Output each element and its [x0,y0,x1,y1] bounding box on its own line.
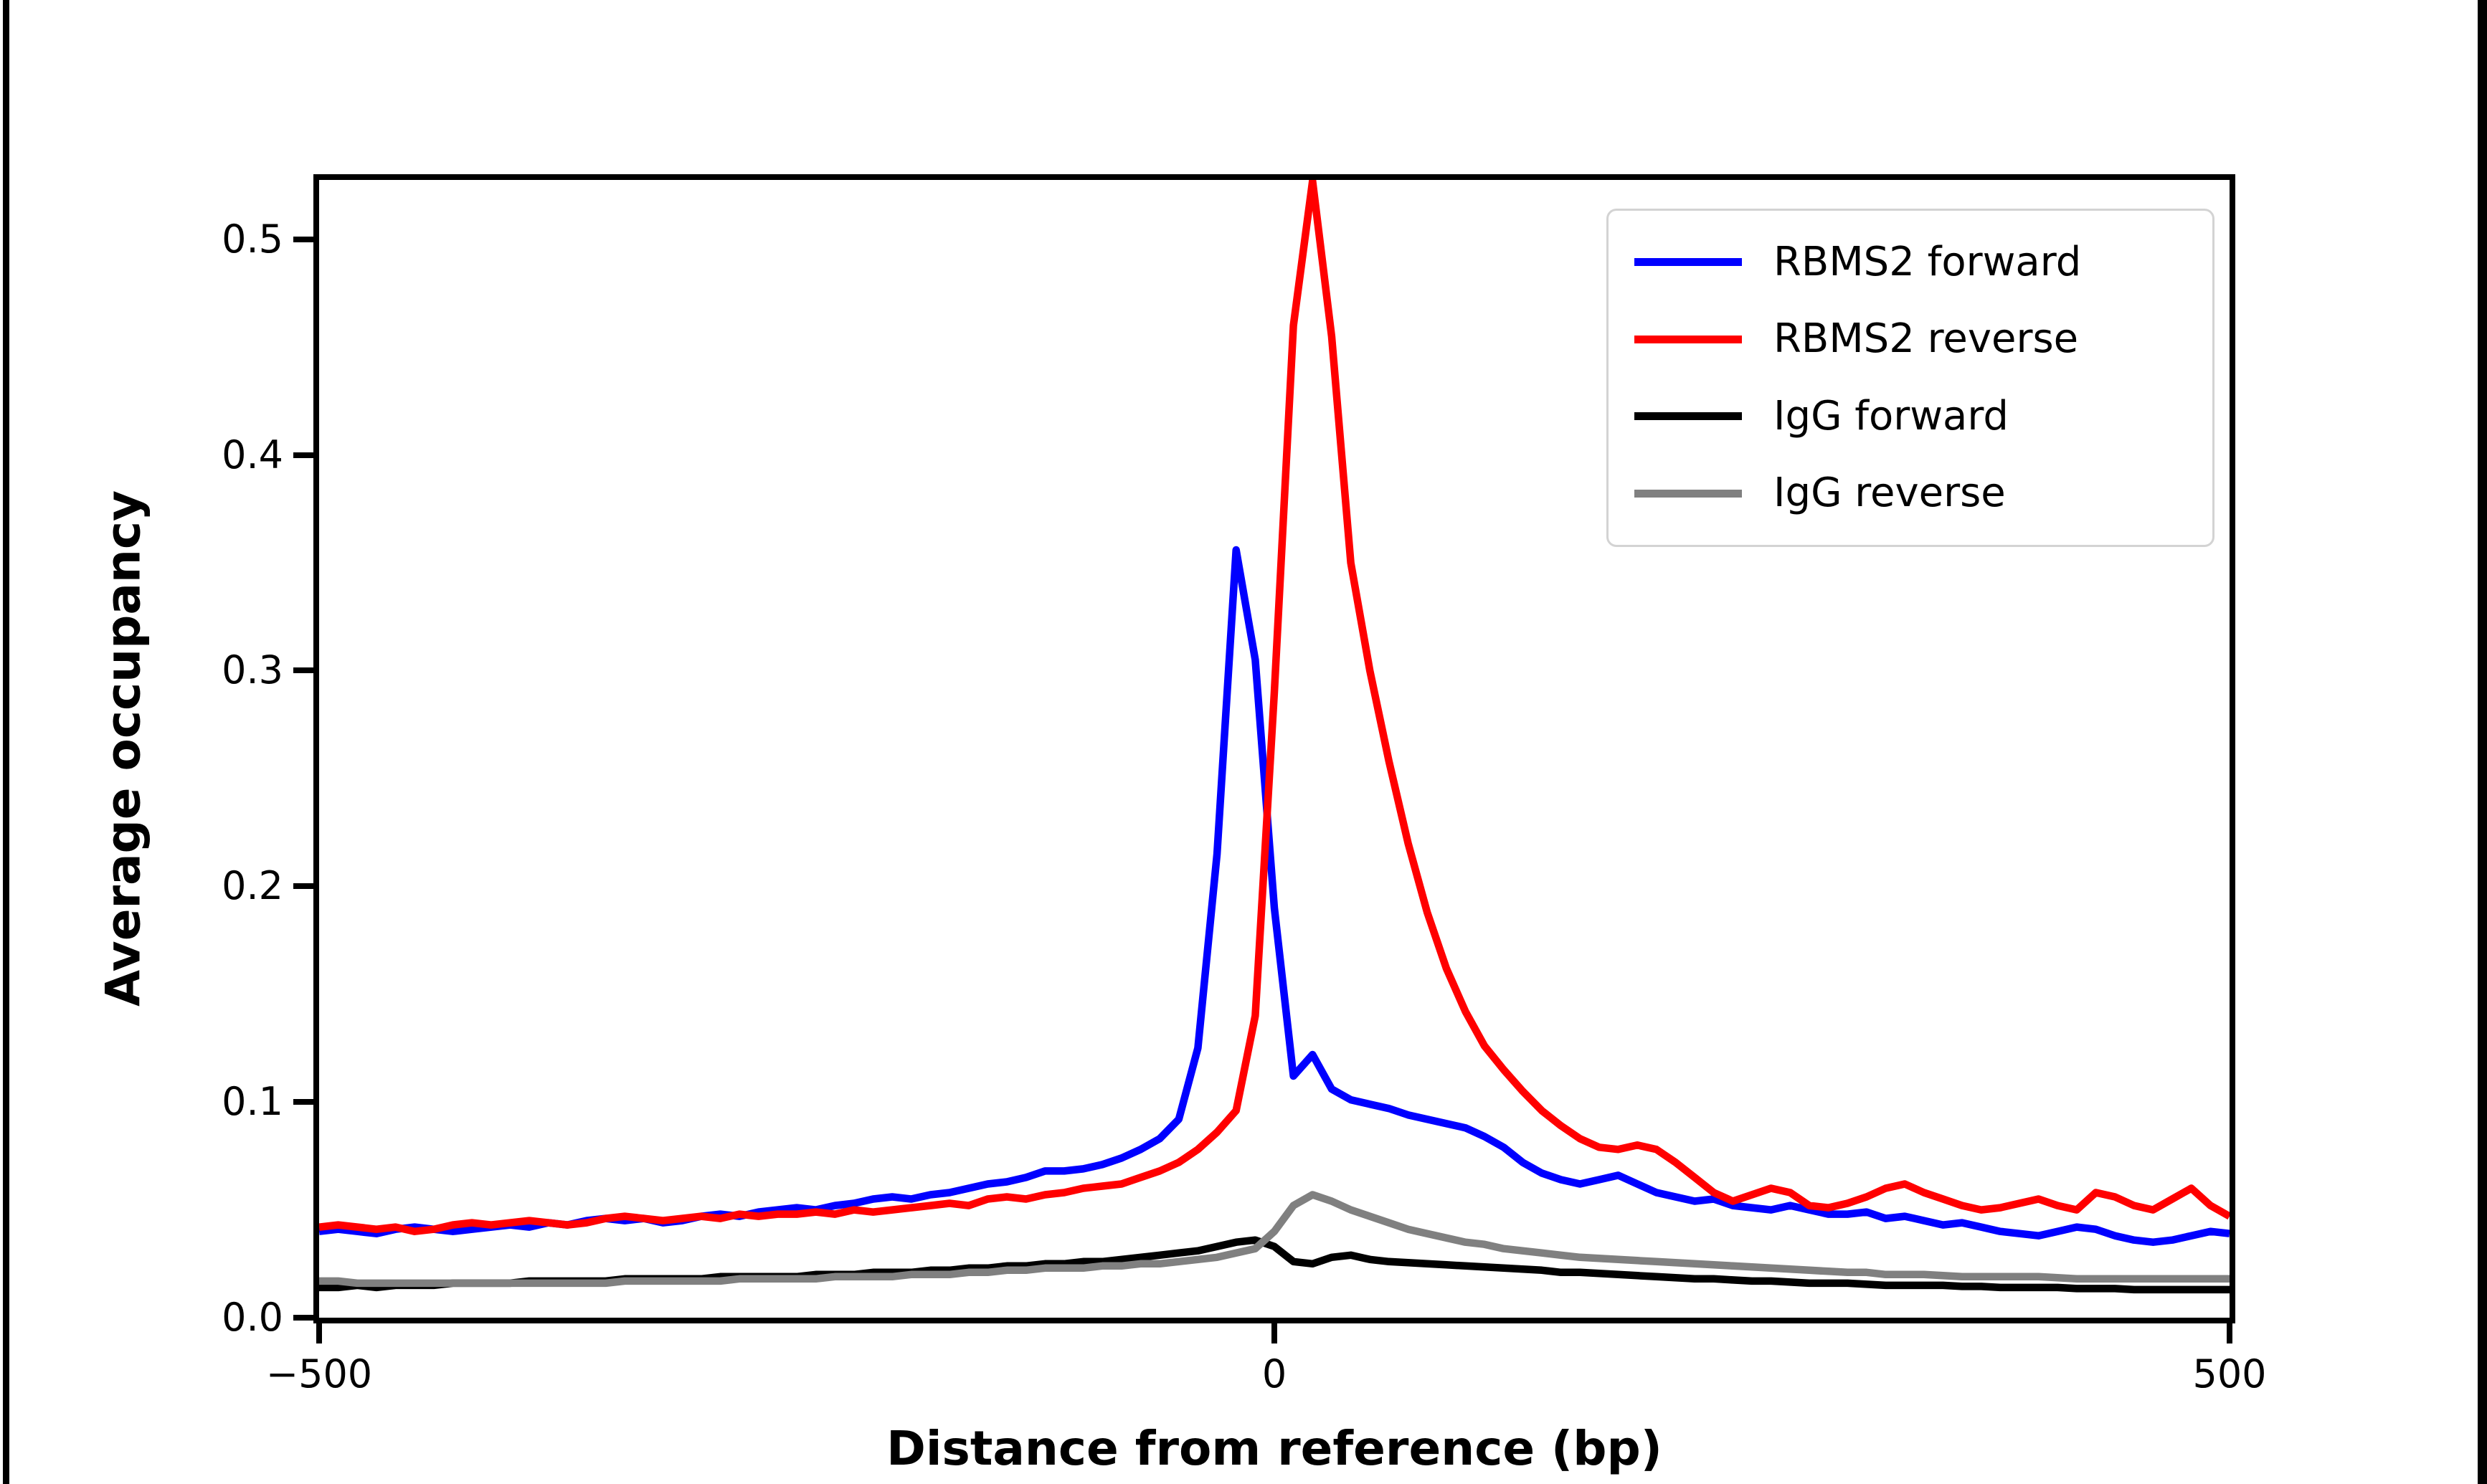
x-tick-mark-500 [2227,1323,2232,1343]
x-tick-label-500: 500 [2192,1351,2267,1397]
y-tick-label-0.4: 0.4 [222,432,283,477]
legend-item-igg-forward: IgG forward [1634,396,2187,437]
y-tick-label-0.5: 0.5 [222,217,283,262]
legend-item-rbms2-reverse: RBMS2 reverse [1634,319,2187,359]
y-axis-title: Average occupancy [95,490,151,1007]
x-tick-label-0: 0 [1261,1351,1287,1397]
series-line-rbms2-reverse [319,180,2230,1235]
y-tick-mark-0.3 [293,667,313,673]
legend-label: RBMS2 reverse [1773,315,2079,363]
legend-label: RBMS2 forward [1773,238,2082,285]
legend-label: IgG reverse [1773,470,2006,517]
legend-item-igg-reverse: IgG reverse [1634,473,2187,513]
y-tick-mark-0.5 [293,237,313,242]
y-tick-label-0.0: 0.0 [222,1295,283,1340]
x-tick-label--500: −500 [265,1351,373,1397]
legend-label: IgG forward [1773,392,2009,439]
y-tick-label-0.3: 0.3 [222,647,283,693]
x-axis-title: Distance from reference (bp) [886,1421,1662,1476]
legend-line-swatch [1634,489,1742,498]
y-tick-mark-0.0 [293,1315,313,1321]
legend: RBMS2 forward RBMS2 reverse IgG forward IgG… [1606,209,2214,547]
x-tick-mark-0 [1271,1323,1277,1343]
plot-area: RBMS2 forward RBMS2 reverse IgG forward IgG… [313,174,2235,1323]
y-tick-mark-0.4 [293,452,313,458]
legend-line-swatch [1634,335,1742,343]
legend-item-rbms2-forward: RBMS2 forward [1634,242,2187,282]
legend-line-swatch [1634,258,1742,267]
x-tick-mark--500 [316,1323,322,1343]
y-tick-mark-0.2 [293,883,313,889]
y-tick-mark-0.1 [293,1099,313,1105]
y-tick-label-0.2: 0.2 [222,863,283,908]
screenshot-right-edge-bar [2478,0,2487,1484]
screenshot-left-edge-bar [3,0,9,1484]
legend-line-swatch [1634,412,1742,421]
y-tick-label-0.1: 0.1 [222,1079,283,1124]
chart-lines-canvas [319,180,2230,1294]
series-line-igg-reverse [319,1191,2230,1288]
